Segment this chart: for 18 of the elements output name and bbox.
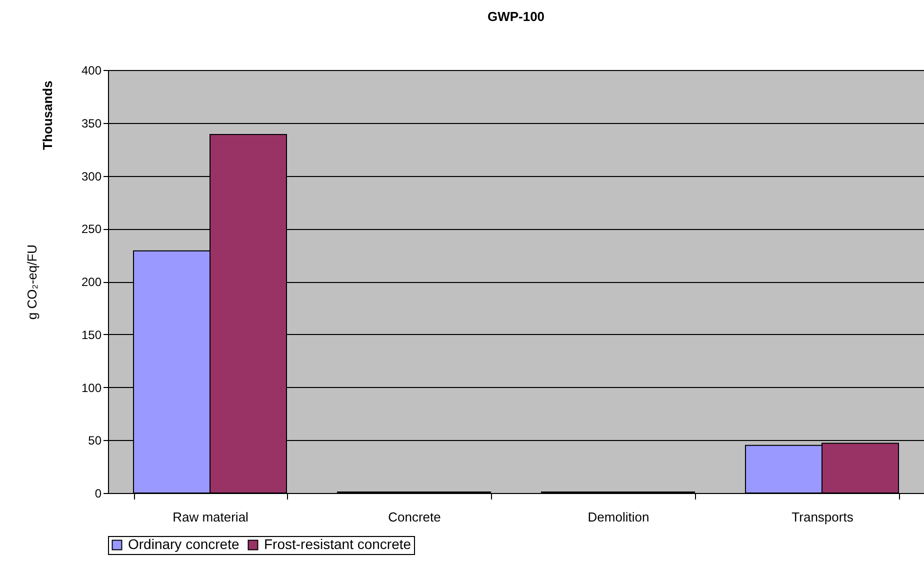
y-tick-label: 50 [88, 434, 102, 448]
chart-title: GWP-100 [487, 9, 545, 24]
x-tick-label: Concrete [388, 510, 441, 524]
legend-label: Frost-resistant concrete [264, 536, 412, 552]
x-tick-label: Raw material [172, 510, 249, 524]
y-tick-label: 400 [81, 64, 102, 78]
y-tick-label: 300 [81, 169, 102, 184]
y-tick-label: 0 [94, 486, 102, 500]
y-tick-label: 350 [81, 116, 102, 130]
legend-label: Ordinary concrete [128, 536, 240, 552]
x-tick-label: Demolition [588, 510, 650, 524]
x-tick-label: Transports [792, 510, 854, 524]
y-tick-label: 250 [81, 222, 102, 236]
axis-unit-note: Thousands [40, 80, 55, 150]
y-tick-label: 150 [81, 328, 102, 342]
y-tick-label: 200 [81, 275, 102, 289]
y-axis-title: g CO₂-eq/FU [24, 244, 40, 320]
y-tick-label: 100 [81, 380, 102, 395]
